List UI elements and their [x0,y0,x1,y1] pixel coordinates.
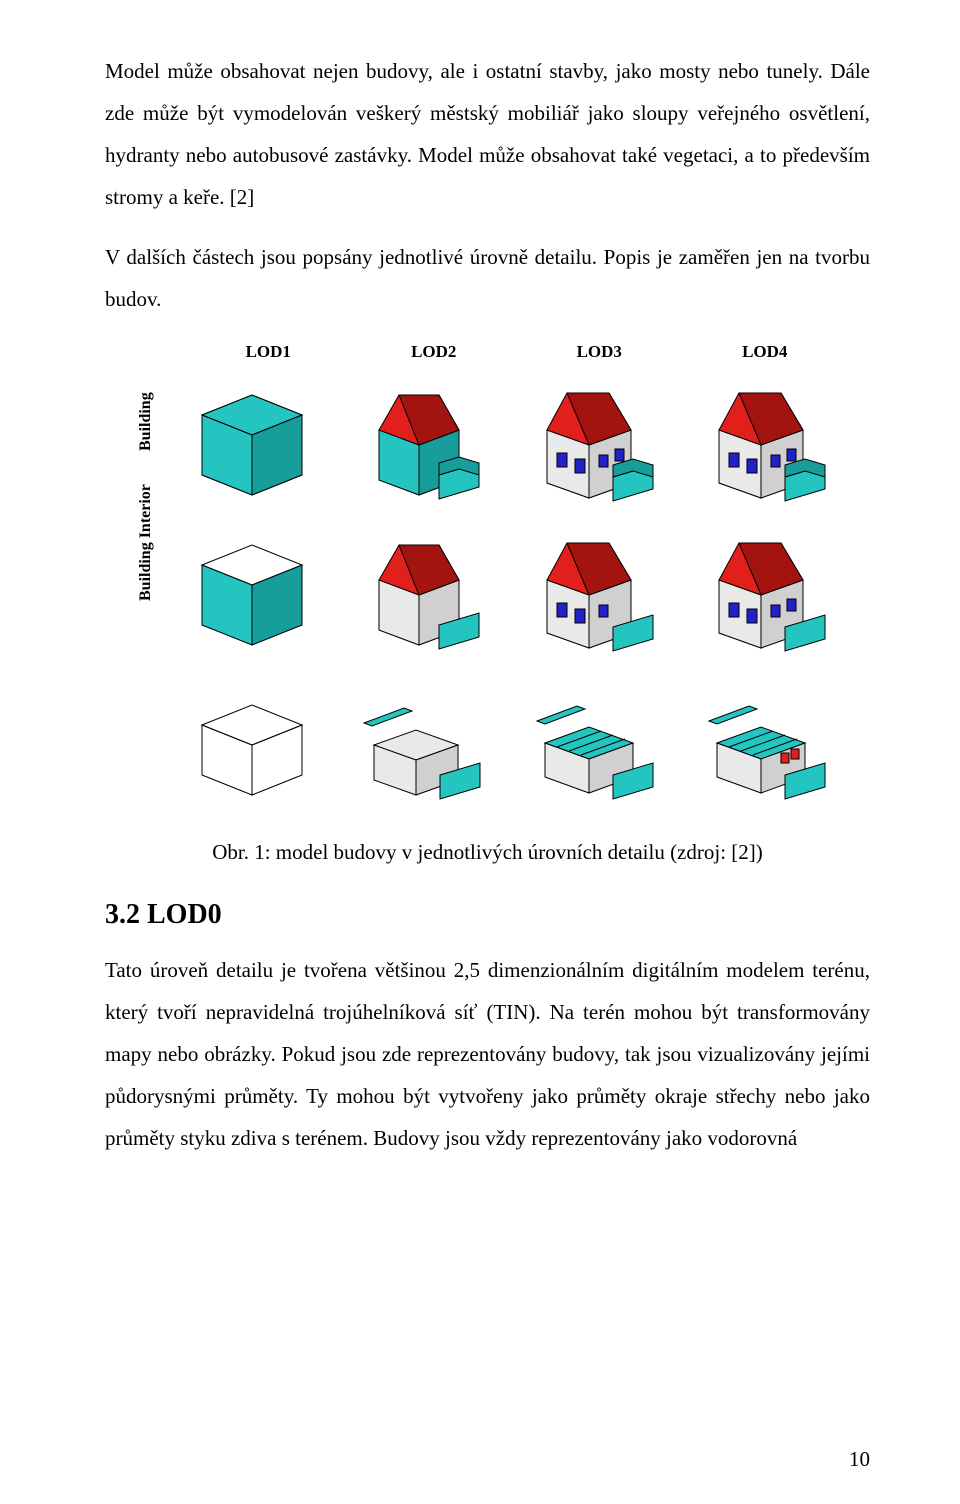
cell-open-lod1 [164,670,331,810]
cell-interior-lod4 [681,520,848,660]
lod-row-building: Building [128,370,848,510]
cell-building-lod2 [336,370,503,510]
cell-building-lod4 [681,370,848,510]
lod-header-1: LOD1 [186,342,352,362]
cell-open-lod4 [681,670,848,810]
lod-row-open [128,670,848,810]
cell-building-lod1 [164,370,331,510]
lod-header-4: LOD4 [682,342,848,362]
paragraph-1: Model může obsahovat nejen budovy, ale i… [105,50,870,218]
section-number: 3.2 [105,899,140,930]
figure-caption: Obr. 1: model budovy v jednotlivých úrov… [105,840,870,865]
lod-header-2: LOD2 [351,342,517,362]
lod-row-interior: Building Interior [128,520,848,660]
cell-interior-lod2 [336,520,503,660]
section-body: Tato úroveň detailu je tvořena většinou … [105,949,870,1159]
cell-open-lod2 [336,670,503,810]
paragraph-2: V dalších částech jsou popsány jednotliv… [105,236,870,320]
cell-interior-lod1 [164,520,331,660]
row-label-interior: Building Interior [137,579,155,601]
lod-header-row: LOD1 LOD2 LOD3 LOD4 [186,342,848,362]
cell-interior-lod3 [509,520,676,660]
section-heading-lod0: 3.2 LOD0 [105,899,870,931]
section-title: LOD0 [147,899,222,930]
page-number: 10 [849,1447,870,1472]
lod-header-3: LOD3 [517,342,683,362]
cell-building-lod3 [509,370,676,510]
cell-open-lod3 [509,670,676,810]
figure-lod: LOD1 LOD2 LOD3 LOD4 Building [105,342,870,865]
row-label-building: Building [137,429,155,451]
